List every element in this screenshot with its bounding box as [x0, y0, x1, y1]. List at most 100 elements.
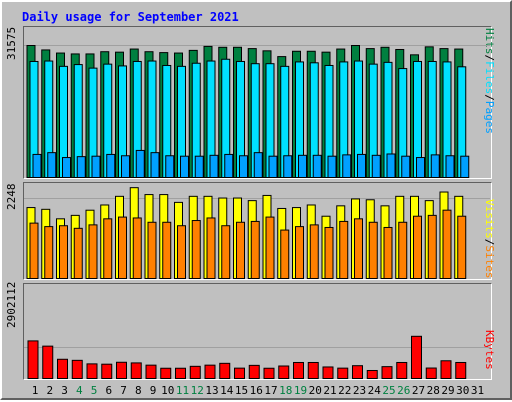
- sites-bar: [427, 214, 437, 280]
- kbytes-bar: [71, 359, 83, 380]
- pages-bar: [283, 155, 293, 178]
- pages-bar: [268, 155, 278, 179]
- pages-bar: [298, 154, 307, 178]
- day-label: 9: [150, 384, 157, 397]
- day-label: 27: [412, 384, 425, 397]
- day-label: 23: [353, 384, 366, 397]
- pages-bar: [47, 152, 57, 178]
- day-label: 5: [91, 384, 98, 397]
- day-label: 8: [135, 384, 142, 397]
- pages-bar: [194, 155, 204, 179]
- sites-bar: [442, 209, 452, 279]
- pages-bar: [342, 154, 352, 179]
- sites-bar: [339, 220, 349, 280]
- kbytes-bar: [440, 360, 452, 380]
- kbytes-bar: [160, 367, 172, 379]
- sites-bar: [457, 215, 467, 280]
- day-label: 29: [441, 384, 454, 397]
- sites-bar: [147, 221, 157, 280]
- pages-bar: [224, 153, 234, 179]
- kbytes-bar: [278, 365, 290, 379]
- kbytes-bar: [189, 365, 201, 380]
- pages-bar: [150, 152, 160, 178]
- day-label: 2: [46, 384, 53, 397]
- sites-bar: [59, 225, 68, 279]
- sites-bar: [354, 218, 363, 279]
- kbytes-bar: [455, 361, 467, 379]
- sites-bar: [295, 226, 304, 279]
- kbytes-bar: [86, 363, 98, 380]
- day-label: 20: [309, 384, 322, 397]
- sites-bar: [73, 227, 83, 280]
- pages-bar: [253, 152, 263, 178]
- pages-bar: [386, 153, 396, 178]
- day-label: 19: [294, 384, 307, 397]
- sites-bar: [88, 224, 98, 279]
- day-label: 30: [456, 384, 469, 397]
- graph-title: Daily usage for September 2021: [22, 10, 239, 24]
- kbytes-bar: [411, 335, 422, 379]
- sites-bar: [206, 217, 216, 279]
- sites-bar: [191, 220, 201, 280]
- day-label: 1: [32, 384, 39, 397]
- kbytes-bar: [366, 369, 378, 379]
- sites-bar: [265, 216, 275, 279]
- kbytes-bar: [42, 345, 54, 379]
- sites-bar: [132, 217, 142, 279]
- pages-bar: [460, 155, 470, 179]
- day-label: 18: [279, 384, 292, 397]
- day-label: 14: [220, 384, 234, 397]
- pages-bar: [357, 153, 366, 179]
- pages-bar: [209, 154, 219, 178]
- pages-bar: [445, 155, 455, 178]
- day-label: 26: [397, 384, 410, 397]
- sites-bar: [413, 215, 422, 280]
- kbytes-bar: [263, 367, 275, 379]
- sites-bar: [250, 220, 260, 280]
- sites-bar: [44, 226, 54, 279]
- kbytes-bar: [116, 361, 127, 380]
- sites-bar: [162, 221, 172, 280]
- kbytes-bar: [130, 362, 142, 379]
- day-label: 15: [235, 384, 248, 397]
- pages-bar: [180, 155, 189, 179]
- day-label: 7: [120, 384, 127, 397]
- sites-bar: [177, 225, 186, 279]
- sites-bar: [309, 224, 319, 279]
- kbytes-bar: [322, 366, 334, 379]
- pages-bar: [165, 155, 175, 178]
- pages-bar: [312, 154, 322, 178]
- pages-bar: [91, 155, 101, 179]
- sites-bar: [29, 222, 39, 279]
- sites-bar: [368, 221, 378, 280]
- pages-bar: [76, 156, 86, 178]
- day-label: 25: [382, 384, 395, 397]
- sites-bar: [398, 221, 408, 280]
- day-label: 11: [176, 384, 189, 397]
- kbytes-bar: [101, 363, 113, 379]
- day-label: 13: [205, 384, 218, 397]
- day-label: 10: [161, 384, 174, 397]
- kbytes-bar: [337, 367, 349, 379]
- sites-bar: [324, 226, 334, 279]
- pages-bar: [239, 155, 248, 178]
- sites-bar: [221, 225, 231, 279]
- day-label: 4: [76, 384, 83, 397]
- sites-bar: [236, 221, 245, 280]
- pages-bar: [106, 153, 116, 179]
- day-label: 22: [338, 384, 351, 397]
- day-label: 17: [264, 384, 277, 397]
- sites-bar: [103, 218, 113, 279]
- pages-bar: [62, 157, 71, 179]
- kbytes-bar: [175, 367, 186, 379]
- day-label: 21: [323, 384, 336, 397]
- kbytes-bar: [204, 364, 216, 379]
- day-label: 31: [471, 384, 484, 397]
- pages-bar: [430, 154, 440, 179]
- kbytes-bar: [57, 358, 68, 379]
- day-label: 28: [427, 384, 440, 397]
- pages-bar: [135, 149, 145, 179]
- kbytes-bar: [293, 361, 304, 379]
